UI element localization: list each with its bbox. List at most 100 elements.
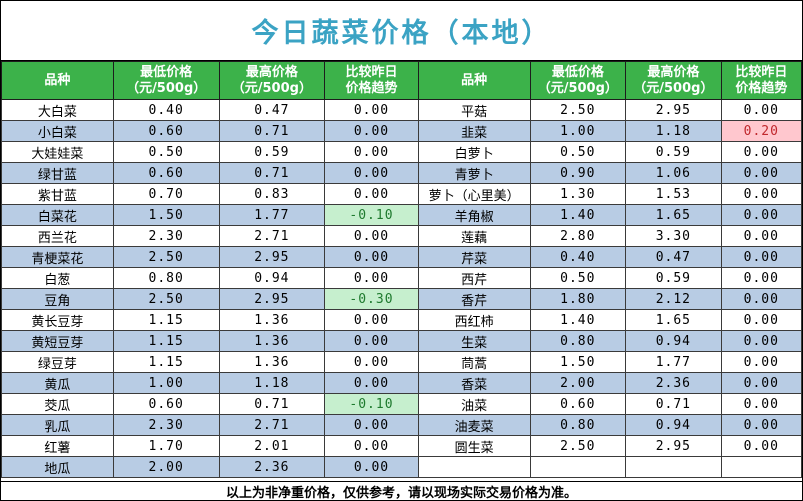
cell-left-name: 地瓜	[1, 456, 114, 478]
cell-right-max: 1.53	[625, 183, 722, 205]
cell-left-name: 青梗菜花	[1, 246, 114, 268]
header-max-label: 最高价格	[647, 64, 700, 80]
cell-left-max: 1.18	[218, 372, 326, 394]
cell-left-max: 2.36	[218, 456, 326, 478]
table-row: 黄瓜 1.00 1.18 0.00 香菜 2.00 2.36 0.00	[1, 372, 803, 394]
cell-left-max: 2.95	[218, 246, 326, 268]
cell-right-name: 香芹	[417, 288, 531, 310]
cell-right-min: 2.80	[529, 225, 627, 247]
cell-right-cmp: 0.00	[720, 288, 803, 310]
header-min-left: 最低价格 （元/500g）	[112, 61, 220, 100]
cell-right-name: 香菜	[417, 372, 531, 394]
cell-left-max: 2.71	[218, 225, 326, 247]
cell-left-name: 黄长豆芽	[1, 309, 114, 331]
table-row: 白葱 0.80 0.94 0.00 西芹 0.50 0.59 0.00	[1, 267, 803, 289]
cell-left-min: 1.00	[112, 372, 220, 394]
table-row: 大娃娃菜 0.50 0.59 0.00 白萝卜 0.50 0.59 0.00	[1, 141, 803, 163]
cell-left-cmp: 0.00	[324, 330, 419, 352]
cell-right-max: 0.71	[625, 393, 722, 415]
cell-right-name: 圆生菜	[417, 435, 531, 457]
page-title: 今日蔬菜价格（本地）	[1, 1, 802, 61]
cell-left-min: 0.80	[112, 267, 220, 289]
cell-left-name: 乳瓜	[1, 414, 114, 436]
cell-right-name: 平菇	[417, 99, 531, 121]
cell-right-name: 白萝卜	[417, 141, 531, 163]
cell-right-min: 0.50	[529, 267, 627, 289]
header-min-right: 最低价格 （元/500g）	[529, 61, 627, 100]
cell-left-min: 2.50	[112, 246, 220, 268]
cell-left-cmp: 0.00	[324, 267, 419, 289]
table-row: 茭瓜 0.60 0.71 -0.10 油菜 0.60 0.71 0.00	[1, 393, 803, 415]
cell-right-min	[529, 456, 627, 478]
cell-left-max: 0.71	[218, 393, 326, 415]
cell-right-cmp: 0.00	[720, 225, 803, 247]
table-row: 紫甘蓝 0.70 0.83 0.00 萝卜（心里美） 1.30 1.53 0.00	[1, 183, 803, 205]
cell-right-min: 1.40	[529, 204, 627, 226]
cell-right-cmp: 0.00	[720, 141, 803, 163]
cell-left-min: 1.50	[112, 204, 220, 226]
cell-left-cmp: 0.00	[324, 183, 419, 205]
cell-left-min: 0.50	[112, 141, 220, 163]
header-row: 品种 最低价格 （元/500g） 最高价格 （元/500g） 比较昨日 价格趋势 品种…	[1, 61, 803, 100]
table-body: 大白菜 0.40 0.47 0.00 平菇 2.50 2.95 0.00 小白菜 0.60 0.71…	[1, 99, 803, 478]
cell-right-name: 西芹	[417, 267, 531, 289]
cell-right-min: 0.50	[529, 141, 627, 163]
cell-left-name: 大白菜	[1, 99, 114, 121]
cell-left-max: 0.94	[218, 267, 326, 289]
cell-left-name: 白葱	[1, 267, 114, 289]
cell-right-min: 1.50	[529, 351, 627, 373]
cell-left-cmp: 0.00	[324, 246, 419, 268]
header-cmp-label: 比较昨日	[735, 64, 788, 80]
cell-left-cmp: 0.00	[324, 456, 419, 478]
cell-right-name: 青萝卜	[417, 162, 531, 184]
cell-left-min: 0.60	[112, 162, 220, 184]
header-max-right: 最高价格 （元/500g）	[625, 61, 722, 100]
table-row: 绿豆芽 1.15 1.36 0.00 茼蒿 1.50 1.77 0.00	[1, 351, 803, 373]
header-max-unit: （元/500g）	[231, 80, 312, 96]
cell-right-cmp: 0.00	[720, 267, 803, 289]
header-cmp-right: 比较昨日 价格趋势	[720, 61, 803, 100]
cell-left-min: 2.00	[112, 456, 220, 478]
cell-left-name: 豆角	[1, 288, 114, 310]
price-table: 品种 最低价格 （元/500g） 最高价格 （元/500g） 比较昨日 价格趋势 品种…	[1, 61, 803, 478]
cell-left-cmp: 0.00	[324, 225, 419, 247]
table-row: 乳瓜 2.30 2.71 0.00 油麦菜 0.80 0.94 0.00	[1, 414, 803, 436]
cell-right-name	[417, 456, 531, 478]
cell-left-min: 2.50	[112, 288, 220, 310]
cell-left-max: 2.95	[218, 288, 326, 310]
header-name-right: 品种	[417, 61, 531, 100]
cell-left-max: 1.36	[218, 309, 326, 331]
header-max-label: 最高价格	[245, 64, 298, 80]
cell-right-min: 1.30	[529, 183, 627, 205]
cell-right-max: 0.59	[625, 141, 722, 163]
cell-left-cmp: 0.00	[324, 351, 419, 373]
cell-right-name: 西红柿	[417, 309, 531, 331]
cell-right-name: 羊角椒	[417, 204, 531, 226]
cell-left-min: 0.60	[112, 120, 220, 142]
cell-right-min: 0.40	[529, 246, 627, 268]
header-max-left: 最高价格 （元/500g）	[218, 61, 326, 100]
cell-right-name: 芹菜	[417, 246, 531, 268]
table-row: 绿甘蓝 0.60 0.71 0.00 青萝卜 0.90 1.06 0.00	[1, 162, 803, 184]
cell-right-name: 油菜	[417, 393, 531, 415]
cell-right-max: 2.36	[625, 372, 722, 394]
cell-left-cmp: 0.00	[324, 309, 419, 331]
cell-left-max: 0.59	[218, 141, 326, 163]
cell-left-cmp: 0.00	[324, 141, 419, 163]
cell-right-min: 1.80	[529, 288, 627, 310]
header-min-unit: （元/500g）	[537, 80, 618, 96]
cell-right-min: 2.50	[529, 435, 627, 457]
cell-right-cmp: 0.00	[720, 414, 803, 436]
cell-right-name: 油麦菜	[417, 414, 531, 436]
cell-left-name: 茭瓜	[1, 393, 114, 415]
cell-left-max: 0.71	[218, 120, 326, 142]
cell-left-max: 2.01	[218, 435, 326, 457]
cell-right-name: 莲藕	[417, 225, 531, 247]
cell-left-name: 大娃娃菜	[1, 141, 114, 163]
cell-right-cmp: 0.00	[720, 204, 803, 226]
cell-left-name: 绿甘蓝	[1, 162, 114, 184]
cell-left-name: 红薯	[1, 435, 114, 457]
cell-left-min: 0.60	[112, 393, 220, 415]
cell-right-cmp: 0.20	[720, 120, 803, 142]
